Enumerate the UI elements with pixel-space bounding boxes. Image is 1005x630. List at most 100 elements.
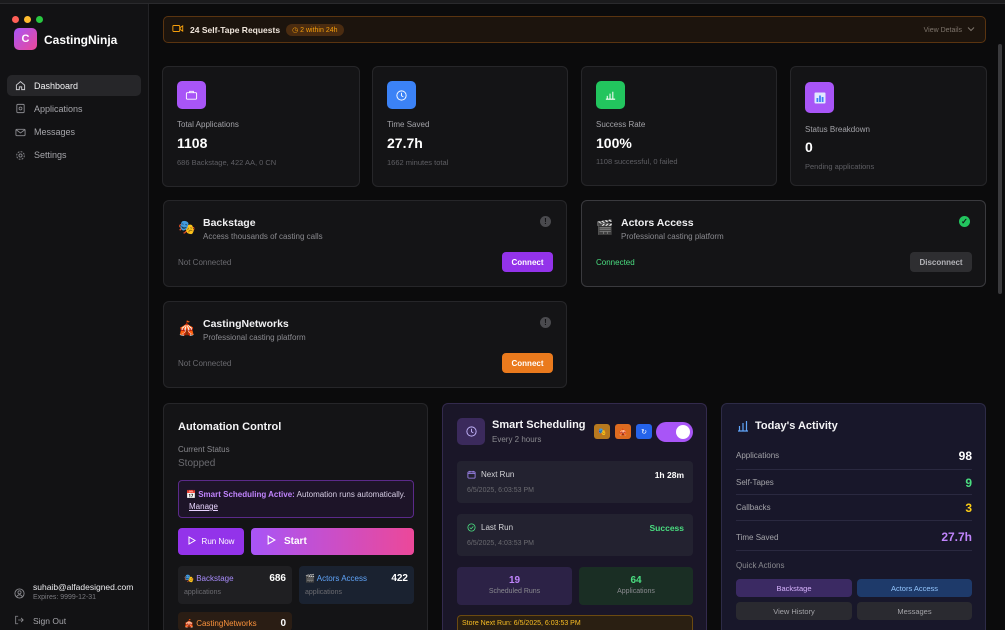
stat-card-status-breakdown: Status Breakdown 0 Pending applications bbox=[790, 66, 987, 186]
user-email: suhaib@alfadesigned.com bbox=[33, 582, 134, 592]
circus-tent-icon: 🎪 bbox=[178, 320, 196, 336]
status-label: Current Status bbox=[178, 445, 230, 454]
self-tape-banner[interactable]: 24 Self-Tape Requests ◷ 2 within 24h Vie… bbox=[163, 16, 986, 43]
manage-link[interactable]: Manage bbox=[189, 502, 218, 511]
stat-value: 0 bbox=[805, 139, 813, 155]
activity-row: Applications 98 bbox=[736, 444, 972, 470]
platform-name: 🎬 Actors Access bbox=[305, 574, 367, 583]
activity-row: Self-Tapes 9 bbox=[736, 470, 972, 495]
banner-title: 24 Self-Tape Requests bbox=[190, 24, 281, 35]
app-name: CastingNinja bbox=[44, 33, 118, 47]
stat-value: 100% bbox=[596, 135, 632, 151]
next-run-countdown: 1h 28m bbox=[654, 470, 684, 480]
clapperboard-icon: 🎬 bbox=[305, 574, 315, 583]
todays-activity-panel: Today's Activity Applications 98 Self-Ta… bbox=[721, 403, 986, 630]
platform-name-label: CastingNetworks bbox=[196, 619, 257, 628]
platform-stat-casting-networks: 🎪 CastingNetworks 0 bbox=[178, 612, 292, 630]
stat-label: Status Breakdown bbox=[805, 125, 870, 134]
stat-sub: 686 Backstage, 422 AA, 0 CN bbox=[177, 158, 277, 167]
activity-label: Callbacks bbox=[736, 503, 771, 512]
notice-text: Automation runs automatically. bbox=[296, 490, 406, 499]
sidebar-item-applications[interactable]: Applications bbox=[7, 98, 141, 119]
sign-out-button[interactable]: Sign Out bbox=[14, 615, 66, 627]
quick-action-backstage[interactable]: Backstage bbox=[736, 579, 852, 597]
info-icon[interactable]: ! bbox=[540, 317, 551, 328]
service-name: Backstage bbox=[203, 217, 256, 229]
circus-tent-icon: 🎪 bbox=[184, 619, 194, 628]
main-scrollbar[interactable] bbox=[998, 44, 1002, 294]
service-card-casting-networks: 🎪 CastingNetworks Professional casting p… bbox=[163, 301, 567, 388]
bar-chart-icon bbox=[737, 420, 749, 434]
play-icon bbox=[267, 535, 276, 548]
automation-control-panel: Automation Control Current Status Stoppe… bbox=[163, 403, 428, 630]
panel-subtitle: Every 2 hours bbox=[492, 435, 542, 444]
stat-card-success-rate: Success Rate 100% 1108 successful, 0 fai… bbox=[581, 66, 777, 186]
calendar-icon bbox=[467, 470, 476, 481]
connection-status: Not Connected bbox=[178, 359, 232, 368]
service-card-backstage: 🎭 Backstage Access thousands of casting … bbox=[163, 200, 567, 287]
quick-action-actors-access[interactable]: Actors Access bbox=[857, 579, 972, 597]
stat-value: 27.7h bbox=[387, 135, 423, 151]
user-expiry: Expires: 9999-12-31 bbox=[33, 594, 97, 601]
video-icon bbox=[172, 24, 184, 35]
info-icon[interactable]: ! bbox=[540, 216, 551, 227]
platform-name: 🎭 Backstage bbox=[184, 574, 234, 583]
last-run-label: Last Run bbox=[481, 523, 514, 532]
activity-value: 27.7h bbox=[941, 529, 972, 544]
service-card-actors-access: 🎬 Actors Access Professional casting pla… bbox=[581, 200, 986, 287]
status-value: Stopped bbox=[178, 458, 216, 469]
platform-stat-actors-access: 🎬 Actors Access 422 applications bbox=[299, 566, 414, 604]
next-run-card: Next Run 1h 28m 6/5/2025, 6:03:53 PM bbox=[457, 461, 693, 503]
sidebar-item-messages[interactable]: Messages bbox=[7, 122, 141, 143]
connect-backstage-button[interactable]: Connect bbox=[502, 252, 553, 272]
run-now-label: Run Now bbox=[201, 537, 235, 546]
platform-badge-casting-networks: 🎪 bbox=[615, 424, 631, 439]
scheduling-toggle[interactable] bbox=[656, 422, 693, 442]
view-details-button[interactable]: View Details bbox=[924, 26, 975, 34]
activity-value: 3 bbox=[965, 501, 972, 515]
next-run-label: Next Run bbox=[481, 470, 515, 479]
check-circle-icon: ✓ bbox=[959, 216, 970, 227]
panel-title: Today's Activity bbox=[755, 420, 838, 432]
run-now-button[interactable]: Run Now bbox=[178, 528, 244, 555]
smart-scheduling-notice: 📅 Smart Scheduling Active: Automation ru… bbox=[178, 480, 414, 518]
user-icon bbox=[14, 588, 25, 601]
platform-name-label: Actors Access bbox=[316, 574, 367, 583]
last-run-status: Success bbox=[649, 523, 685, 533]
activity-value: 98 bbox=[958, 449, 972, 463]
sidebar-item-label: Messages bbox=[34, 127, 76, 138]
close-window-button[interactable] bbox=[12, 16, 19, 23]
theater-masks-icon: 🎭 bbox=[178, 219, 196, 235]
platform-badge-backstage: 🎭 bbox=[594, 424, 610, 439]
sidebar-item-settings[interactable]: Settings bbox=[7, 145, 141, 166]
quick-action-view-history[interactable]: View History bbox=[736, 602, 852, 620]
sidebar-nav: Dashboard Applications Messages Settings bbox=[7, 75, 141, 168]
platform-name: 🎪 CastingNetworks bbox=[184, 619, 257, 628]
connect-casting-networks-button[interactable]: Connect bbox=[502, 353, 553, 373]
view-details-label: View Details bbox=[923, 26, 962, 34]
platform-badge-actors-access: ↻ bbox=[636, 424, 652, 439]
store-next-run-debug: Store Next Run: 6/5/2025, 6:03:53 PM bbox=[457, 615, 693, 630]
file-icon bbox=[15, 103, 26, 114]
last-run-date: 6/5/2025, 4:03:53 PM bbox=[467, 540, 534, 547]
activity-list: Applications 98 Self-Tapes 9 Callbacks 3… bbox=[736, 444, 972, 551]
platform-count: 0 bbox=[280, 618, 286, 629]
service-description: Professional casting platform bbox=[621, 232, 724, 241]
platform-sub: applications bbox=[184, 589, 221, 596]
sidebar-item-label: Dashboard bbox=[34, 80, 79, 91]
scheduled-runs-value: 19 bbox=[508, 575, 521, 586]
sidebar-item-label: Applications bbox=[34, 103, 83, 114]
platform-count: 686 bbox=[269, 573, 286, 584]
minimize-window-button[interactable] bbox=[24, 16, 31, 23]
quick-action-messages[interactable]: Messages bbox=[857, 602, 972, 620]
clock-icon bbox=[457, 418, 485, 445]
bar-chart-icon bbox=[596, 81, 625, 109]
start-button[interactable]: Start bbox=[251, 528, 414, 555]
window-controls bbox=[12, 16, 43, 23]
maximize-window-button[interactable] bbox=[36, 16, 43, 23]
disconnect-actors-access-button[interactable]: Disconnect bbox=[910, 252, 972, 272]
sidebar-item-dashboard[interactable]: Dashboard bbox=[7, 75, 141, 96]
service-description: Professional casting platform bbox=[203, 333, 306, 342]
platform-count: 422 bbox=[391, 573, 408, 584]
connection-status: Not Connected bbox=[178, 258, 232, 267]
